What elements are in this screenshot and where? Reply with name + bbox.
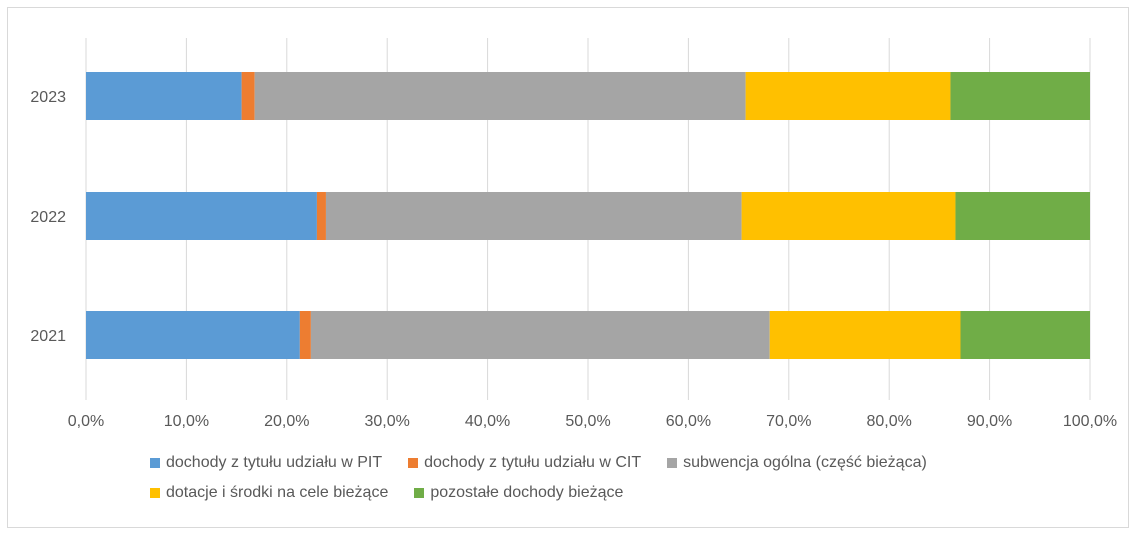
bar-segment (316, 192, 326, 240)
bar-segment (241, 72, 255, 120)
bar-segment (254, 72, 746, 120)
legend-label: dochody z tytułu udziału w CIT (424, 454, 642, 471)
x-tick-label: 20,0% (264, 413, 309, 430)
legend-item: dochody z tytułu udziału w PIT (150, 454, 382, 472)
legend-label: pozostałe dochody bieżące (430, 484, 624, 501)
legend-label: subwencja ogólna (część bieżąca) (683, 454, 927, 471)
legend-row: dochody z tytułu udziału w PIT dochody z … (150, 448, 1050, 478)
bar-segment (299, 311, 311, 359)
y-category-label: 2022 (30, 209, 66, 226)
legend-item: dotacje i środki na cele bieżące (150, 484, 388, 502)
x-tick-label: 100,0% (1063, 413, 1117, 430)
x-tick-label: 90,0% (967, 413, 1012, 430)
bar-segment (310, 311, 770, 359)
bar-segment (950, 72, 1090, 120)
bar-segment (325, 192, 742, 240)
legend-item: dochody z tytułu udziału w CIT (408, 454, 641, 472)
bar-segment (955, 192, 1090, 240)
stacked-bar-chart: 0,0% 10,0% 20,0% 30,0% 40,0% 50,0% 60,0% 70,0% 8… (30, 38, 1117, 430)
legend-swatch (150, 488, 160, 498)
x-tick-label: 70,0% (766, 413, 811, 430)
y-category-label: 2021 (30, 328, 66, 345)
legend-label: dotacje i środki na cele bieżące (166, 484, 389, 501)
bar-segment (769, 311, 961, 359)
bar-segment (960, 311, 1090, 359)
bar-segment (745, 72, 951, 120)
bar-segment (86, 311, 300, 359)
legend-label: dochody z tytułu udziału w PIT (166, 454, 383, 471)
x-tick-label: 60,0% (666, 413, 711, 430)
bar-segment (86, 192, 317, 240)
legend-swatch (414, 488, 425, 498)
x-tick-label: 10,0% (164, 413, 209, 430)
x-tick-label: 30,0% (365, 413, 410, 430)
legend-row: dotacje i środki na cele bieżące pozostał… (150, 478, 1050, 508)
x-tick-label: 80,0% (867, 413, 912, 430)
legend-swatch (150, 458, 160, 468)
legend-item: subwencja ogólna (część bieżąca) (667, 454, 927, 472)
x-tick-label: 40,0% (465, 413, 510, 430)
bar-segment (86, 72, 242, 120)
y-category-label: 2023 (30, 89, 66, 106)
x-tick-label: 50,0% (565, 413, 610, 430)
chart-legend: dochody z tytułu udziału w PIT dochody z … (150, 448, 1050, 508)
bar-segment (741, 192, 956, 240)
legend-swatch (408, 458, 419, 468)
legend-item: pozostałe dochody bieżące (414, 484, 623, 502)
legend-swatch (667, 458, 678, 468)
x-tick-label: 0,0% (68, 413, 104, 430)
